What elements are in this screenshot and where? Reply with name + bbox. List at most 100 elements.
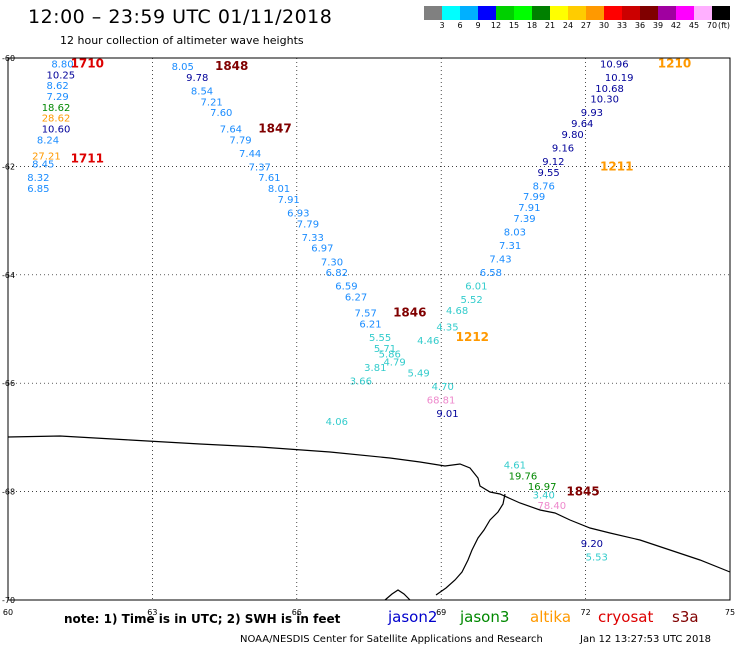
wave-height-label: 5.53	[586, 553, 608, 564]
lat-tick-label: -68	[2, 488, 15, 497]
color-scale-label: 21	[544, 21, 556, 30]
wave-height-label: 9.93	[581, 108, 603, 119]
color-scale-label: 70	[706, 21, 718, 30]
track-time-label: 1711	[71, 151, 104, 165]
track-time-labels: 1710 1711 1848 1847 1846 1212 1210 1211 1845	[71, 56, 692, 498]
lat-tick-label: -70	[2, 596, 15, 605]
axis-tick-labels: 60 63 66 69 72 75 -60 -62 -64 -66 -68 -70	[2, 54, 735, 617]
lat-tick-label: -60	[2, 54, 15, 63]
color-scale-label: 24	[562, 21, 574, 30]
wave-height-label: 28.62	[42, 114, 71, 125]
wave-height-label: 4.35	[436, 322, 458, 333]
antarctic-coastline	[7, 435, 731, 573]
amery-ice-shelf-edge	[435, 493, 506, 596]
color-swatch	[604, 6, 622, 20]
wave-height-label: 6.59	[335, 282, 357, 293]
wave-height-label: 6.27	[345, 292, 367, 303]
color-scale-bar	[424, 6, 730, 20]
satellite-legend-altika: altika	[530, 608, 572, 626]
wave-height-label: 9.80	[562, 130, 584, 141]
lon-tick-label: 72	[581, 608, 591, 617]
wave-height-label: 78.40	[537, 501, 566, 512]
color-swatch	[532, 6, 550, 20]
color-scale-label: 12	[490, 21, 502, 30]
lat-tick-label: -66	[2, 379, 15, 388]
wave-height-label: 7.29	[47, 92, 69, 103]
wave-height-label: 7.91	[518, 203, 540, 214]
wave-height-label: 7.91	[278, 195, 300, 206]
coastline-segment	[384, 589, 411, 601]
track-time-label: 1710	[71, 56, 104, 70]
color-scale-label: 15	[508, 21, 520, 30]
lon-tick-label: 75	[725, 608, 735, 617]
satellite-legend-cryosat: cryosat	[598, 608, 654, 626]
track-time-label: 1847	[258, 121, 291, 135]
map-border	[7, 57, 731, 601]
track-time-label: 1210	[658, 56, 691, 70]
wave-height-label: 7.37	[249, 162, 271, 173]
wave-height-label: 9.78	[186, 73, 208, 84]
lon-tick-label: 60	[3, 608, 13, 617]
wave-height-label: 8.03	[504, 227, 526, 238]
wave-height-label: 9.20	[581, 539, 603, 550]
color-swatch	[424, 6, 442, 20]
wave-height-label: 7.61	[258, 173, 280, 184]
wave-height-label: 7.99	[523, 192, 545, 203]
wave-height-label: 7.33	[302, 233, 324, 244]
wave-height-label: 68.81	[427, 395, 456, 406]
wave-height-label: 8.45	[32, 160, 54, 171]
wave-height-label: 18.62	[42, 103, 71, 114]
color-scale-label: 6	[457, 21, 463, 30]
color-scale-label: 30	[598, 21, 610, 30]
color-scale-label: 45	[688, 21, 700, 30]
wave-height-label: 5.49	[408, 368, 430, 379]
color-swatch	[586, 6, 604, 20]
wave-height-label: 4.70	[432, 382, 454, 393]
wave-height-label: 16.97	[528, 482, 557, 493]
wave-height-label: 8.54	[191, 87, 213, 98]
wave-height-label: 8.76	[533, 181, 555, 192]
color-scale-label: 18	[526, 21, 538, 30]
wave-height-label: 10.25	[47, 70, 76, 81]
wave-height-label: 10.30	[590, 95, 619, 106]
map-frame	[7, 57, 731, 601]
wave-height-label: 9.16	[552, 143, 574, 154]
wave-height-label: 4.79	[383, 358, 405, 369]
satellite-legend-jason3: jason3	[460, 608, 510, 626]
color-swatch	[640, 6, 658, 20]
color-scale-label: 33	[616, 21, 628, 30]
color-swatch	[568, 6, 586, 20]
wave-height-label: 5.52	[460, 295, 482, 306]
generated-timestamp: Jan 12 13:27:53 UTC 2018	[580, 634, 712, 645]
wave-height-label: 10.68	[595, 84, 624, 95]
color-swatch	[712, 6, 730, 20]
color-swatch	[658, 6, 676, 20]
wave-height-label: 7.57	[355, 309, 377, 320]
wave-height-label: 5.71	[374, 344, 396, 355]
wave-height-label: 9.55	[537, 168, 559, 179]
wave-height-label: 10.60	[42, 124, 71, 135]
wave-height-label: 8.62	[47, 81, 69, 92]
wave-height-label: 8.80	[51, 59, 73, 70]
wave-height-label: 8.32	[27, 173, 49, 184]
wave-height-label: 3.40	[533, 490, 555, 501]
wave-height-label: 7.43	[489, 255, 511, 266]
track-time-label: 1212	[456, 330, 489, 344]
track-time-label: 1846	[393, 306, 426, 320]
satellite-legend-s3a: s3a	[672, 608, 699, 626]
color-scale-label: (ft)	[717, 21, 731, 30]
color-scale-label: 27	[580, 21, 592, 30]
color-swatch	[442, 6, 460, 20]
color-swatch	[514, 6, 532, 20]
wave-height-label: 3.81	[364, 363, 386, 374]
wave-height-label: 3.66	[350, 376, 372, 387]
color-swatch	[694, 6, 712, 20]
wave-height-label: 6.82	[326, 268, 348, 279]
wave-height-label: 6.21	[359, 320, 381, 331]
wave-height-label: 7.31	[499, 241, 521, 252]
wave-height-label: 9.64	[571, 119, 593, 130]
wave-height-label: 4.61	[504, 461, 526, 472]
color-swatch	[496, 6, 514, 20]
